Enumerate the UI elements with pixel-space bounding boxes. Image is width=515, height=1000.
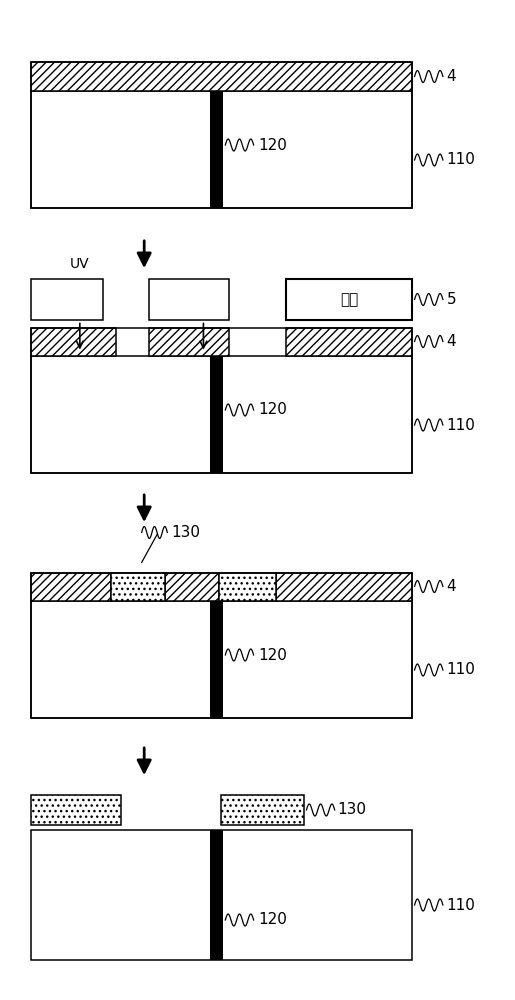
Bar [210, 91, 222, 208]
Text: 4: 4 [447, 579, 456, 594]
Bar [31, 830, 412, 960]
Text: 援模: 援模 [340, 292, 358, 307]
Bar [286, 328, 412, 356]
Bar [111, 572, 165, 600]
Bar [31, 356, 412, 473]
Text: 110: 110 [447, 898, 475, 912]
Bar [31, 279, 103, 320]
Bar [276, 572, 412, 600]
Bar [210, 600, 222, 718]
Bar [149, 279, 229, 320]
Text: 120: 120 [259, 402, 288, 418]
Text: 130: 130 [171, 525, 200, 540]
Bar [31, 795, 121, 825]
Bar [31, 572, 111, 600]
Bar [31, 572, 412, 718]
Text: UV: UV [70, 257, 90, 271]
Bar [31, 91, 412, 208]
Bar [286, 279, 412, 320]
Bar [31, 62, 412, 208]
Bar [31, 600, 412, 718]
Bar [31, 62, 412, 91]
Bar [221, 795, 304, 825]
Bar [165, 572, 219, 600]
Text: 120: 120 [259, 648, 288, 662]
Text: 5: 5 [447, 292, 456, 307]
Bar [210, 356, 222, 473]
Text: 120: 120 [259, 912, 288, 928]
Bar [31, 328, 116, 356]
Text: 110: 110 [447, 418, 475, 432]
Text: 120: 120 [259, 137, 288, 152]
Text: 4: 4 [447, 334, 456, 349]
Text: 130: 130 [337, 802, 366, 818]
Text: 4: 4 [447, 69, 456, 84]
Bar [210, 830, 222, 960]
Bar [31, 328, 412, 473]
Bar [219, 572, 276, 600]
Bar [149, 328, 229, 356]
Text: 110: 110 [447, 152, 475, 167]
Text: 110: 110 [447, 663, 475, 678]
